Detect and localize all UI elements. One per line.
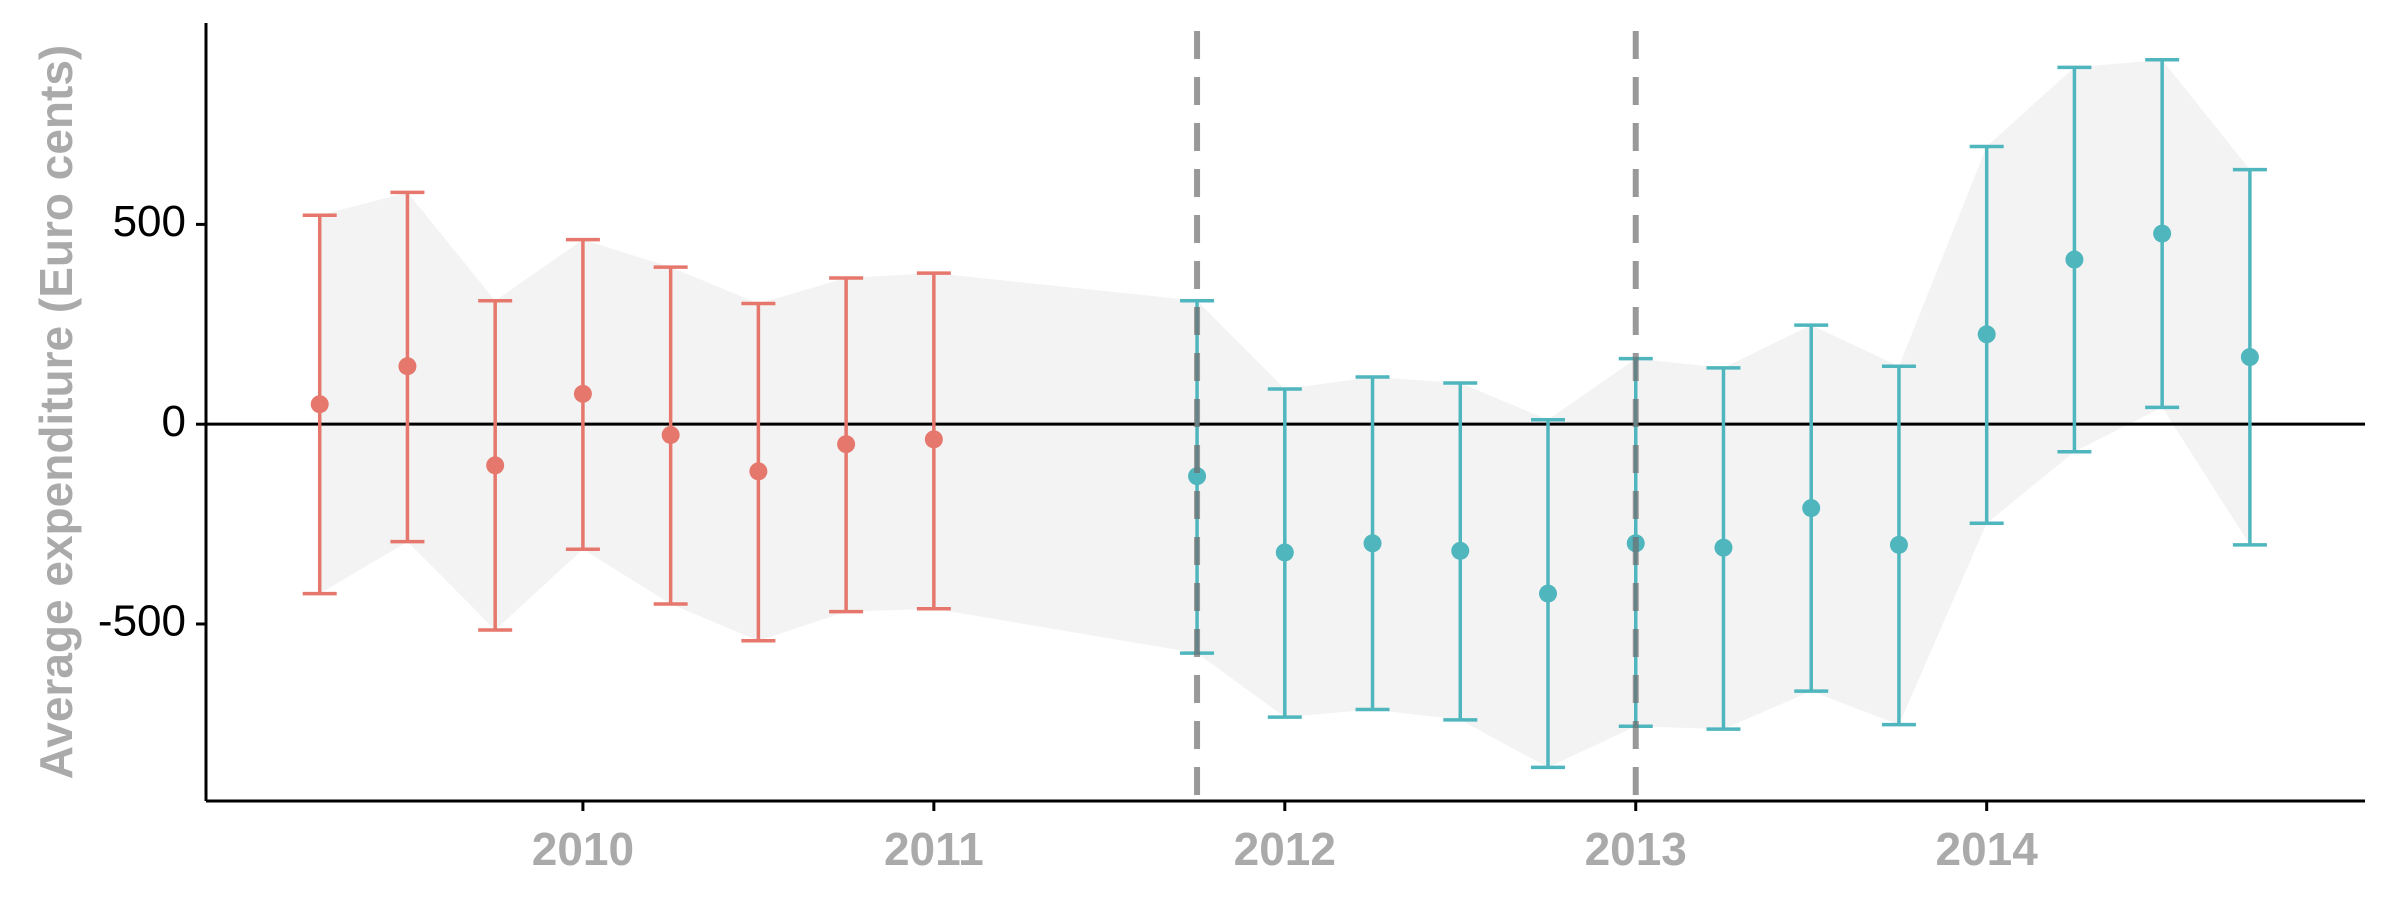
y-tick-label: 500 <box>113 197 186 246</box>
x-tick-label: 2010 <box>532 823 634 875</box>
x-tick-label: 2011 <box>884 823 984 875</box>
point <box>573 384 592 403</box>
point <box>661 425 680 444</box>
point <box>1714 538 1733 557</box>
x-tick-label: 2014 <box>1936 823 2039 875</box>
point <box>1889 535 1908 554</box>
point <box>486 456 505 475</box>
point <box>837 435 856 454</box>
point <box>924 430 943 449</box>
point <box>1539 584 1558 603</box>
point <box>1363 534 1382 553</box>
point <box>398 357 417 376</box>
point <box>1188 467 1207 486</box>
point <box>749 462 768 481</box>
point <box>2153 224 2172 243</box>
x-tick-label: 2012 <box>1234 823 1336 875</box>
point <box>1275 543 1294 562</box>
point <box>1977 325 1996 344</box>
point <box>1802 499 1821 518</box>
y-tick-label: -500 <box>98 597 186 646</box>
x-tick-label: 2013 <box>1585 823 1687 875</box>
y-axis-label: Average expenditure (Euro cents) <box>30 45 82 780</box>
point <box>2240 348 2259 367</box>
point <box>310 395 329 414</box>
point <box>2065 250 2084 269</box>
point <box>1451 541 1470 560</box>
y-tick-label: 0 <box>162 397 186 446</box>
